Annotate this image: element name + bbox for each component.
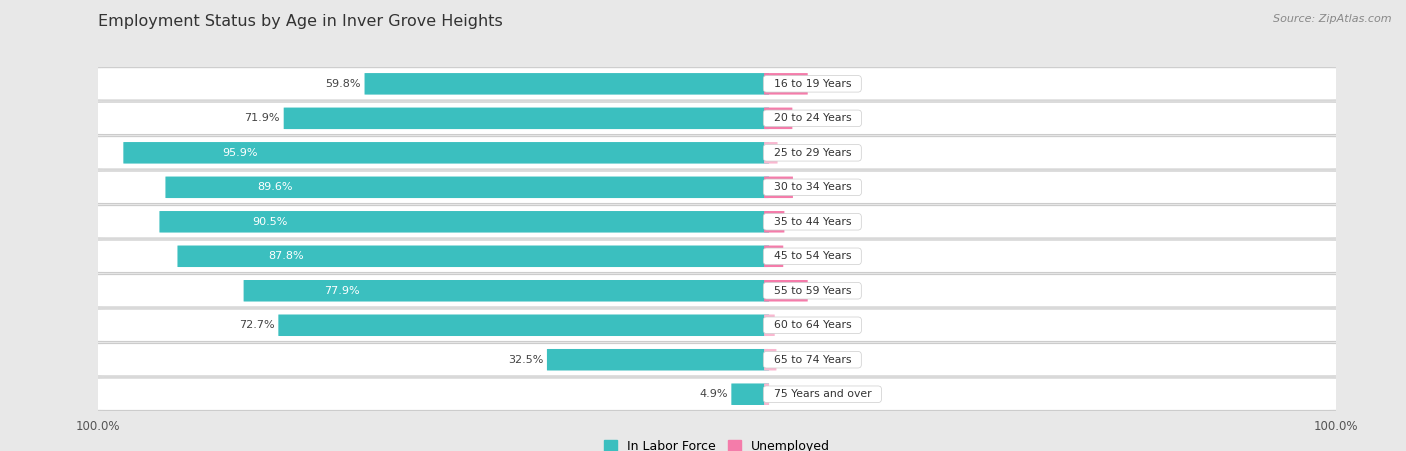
FancyBboxPatch shape <box>93 68 1341 100</box>
Text: 32.5%: 32.5% <box>508 355 543 365</box>
FancyBboxPatch shape <box>93 344 1341 376</box>
Text: 4.1%: 4.1% <box>796 113 824 123</box>
Text: 87.8%: 87.8% <box>269 251 304 261</box>
FancyBboxPatch shape <box>763 107 793 129</box>
Text: 1.5%: 1.5% <box>782 148 810 158</box>
FancyBboxPatch shape <box>93 240 1341 272</box>
Text: 6.8%: 6.8% <box>811 79 839 89</box>
Text: 4.9%: 4.9% <box>699 389 728 399</box>
FancyBboxPatch shape <box>93 275 1341 307</box>
Text: 60 to 64 Years: 60 to 64 Years <box>766 320 858 330</box>
Text: 95.9%: 95.9% <box>222 148 257 158</box>
FancyBboxPatch shape <box>124 142 769 164</box>
FancyBboxPatch shape <box>547 349 769 371</box>
Text: 55 to 59 Years: 55 to 59 Years <box>766 286 858 296</box>
FancyBboxPatch shape <box>763 280 807 302</box>
FancyBboxPatch shape <box>166 176 769 198</box>
Text: 90.5%: 90.5% <box>253 217 288 227</box>
FancyBboxPatch shape <box>364 73 769 95</box>
FancyBboxPatch shape <box>763 211 785 233</box>
FancyBboxPatch shape <box>284 107 769 129</box>
FancyBboxPatch shape <box>93 102 1341 134</box>
FancyBboxPatch shape <box>763 349 776 371</box>
FancyBboxPatch shape <box>763 142 778 164</box>
Text: 35 to 44 Years: 35 to 44 Years <box>766 217 858 227</box>
Text: 71.9%: 71.9% <box>245 113 280 123</box>
Text: 1.0%: 1.0% <box>779 320 807 330</box>
FancyBboxPatch shape <box>93 378 1341 410</box>
Text: 65 to 74 Years: 65 to 74 Years <box>766 355 858 365</box>
Text: 16 to 19 Years: 16 to 19 Years <box>766 79 858 89</box>
Text: 75 Years and over: 75 Years and over <box>766 389 879 399</box>
Text: 72.7%: 72.7% <box>239 320 274 330</box>
Text: 2.7%: 2.7% <box>789 217 817 227</box>
Text: 59.8%: 59.8% <box>325 79 361 89</box>
FancyBboxPatch shape <box>93 137 1341 169</box>
Text: Source: ZipAtlas.com: Source: ZipAtlas.com <box>1274 14 1392 23</box>
Text: 30 to 34 Years: 30 to 34 Years <box>766 182 858 192</box>
Text: 6.8%: 6.8% <box>811 286 839 296</box>
FancyBboxPatch shape <box>763 245 783 267</box>
Text: 0.0%: 0.0% <box>773 389 801 399</box>
FancyBboxPatch shape <box>93 309 1341 341</box>
Text: 20 to 24 Years: 20 to 24 Years <box>766 113 858 123</box>
FancyBboxPatch shape <box>731 383 769 405</box>
Text: 77.9%: 77.9% <box>325 286 360 296</box>
FancyBboxPatch shape <box>177 245 769 267</box>
Text: 1.3%: 1.3% <box>780 355 808 365</box>
FancyBboxPatch shape <box>763 73 807 95</box>
FancyBboxPatch shape <box>243 280 769 302</box>
Text: 45 to 54 Years: 45 to 54 Years <box>766 251 858 261</box>
Text: 2.5%: 2.5% <box>787 251 815 261</box>
FancyBboxPatch shape <box>763 176 793 198</box>
FancyBboxPatch shape <box>93 171 1341 203</box>
Text: 25 to 29 Years: 25 to 29 Years <box>766 148 858 158</box>
FancyBboxPatch shape <box>278 314 769 336</box>
Text: 4.2%: 4.2% <box>797 182 825 192</box>
FancyBboxPatch shape <box>763 383 769 405</box>
FancyBboxPatch shape <box>159 211 769 233</box>
FancyBboxPatch shape <box>763 314 775 336</box>
FancyBboxPatch shape <box>93 206 1341 238</box>
Text: 89.6%: 89.6% <box>257 182 294 192</box>
Legend: In Labor Force, Unemployed: In Labor Force, Unemployed <box>599 435 835 451</box>
Text: Employment Status by Age in Inver Grove Heights: Employment Status by Age in Inver Grove … <box>98 14 503 28</box>
